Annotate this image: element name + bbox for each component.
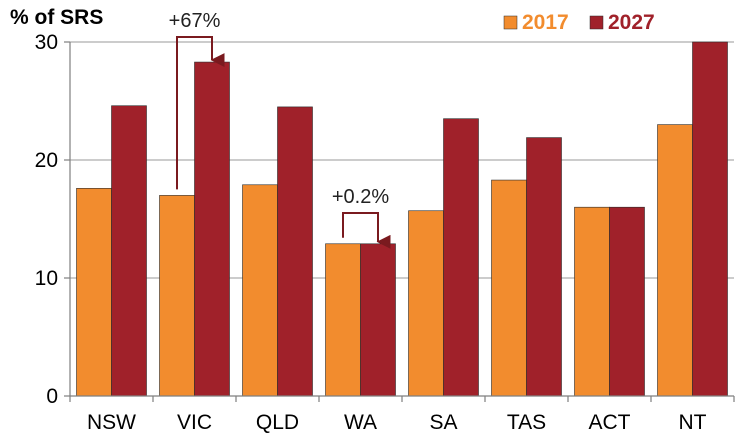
x-tick-labels: NSW VIC QLD WA SA TAS ACT NT (87, 411, 707, 434)
bar-act-2027 (609, 206, 645, 397)
bar-tas-2027 (526, 137, 562, 397)
annotation-arrow-vic (176, 36, 225, 190)
y-tick-label-0: 0 (46, 385, 58, 408)
bar-qld-2027 (277, 106, 313, 397)
legend-label-2027: 2027 (608, 11, 655, 34)
annotation-arrow-wa (342, 212, 391, 249)
bar-vic-2027 (194, 61, 230, 397)
legend-swatch-2027 (589, 15, 604, 30)
bar-nsw-2027 (111, 105, 147, 397)
x-tick-label-nt: NT (679, 411, 707, 434)
bar-nt-2027 (692, 41, 728, 397)
y-axis-label: % of SRS (10, 6, 103, 29)
bar-sa-2017 (408, 210, 444, 397)
axes (64, 41, 735, 402)
bars (76, 41, 728, 397)
legend-label-2017: 2017 (522, 11, 569, 34)
x-tick-label-sa: SA (429, 411, 457, 434)
y-tick-label-3: 30 (35, 31, 58, 54)
bar-nt-2017 (657, 124, 693, 397)
bar-wa-2027 (360, 243, 396, 397)
x-tick-label-vic: VIC (177, 411, 212, 434)
x-tick-label-act: ACT (589, 411, 631, 434)
y-tick-labels: 0 10 20 30 (35, 31, 58, 408)
legend: 2017 2027 (503, 11, 655, 34)
annotation-label-vic: +67% (169, 10, 221, 32)
bar-vic-2017 (159, 195, 195, 397)
bar-act-2017 (574, 206, 610, 397)
x-tick-label-qld: QLD (256, 411, 299, 434)
bar-nsw-2017 (76, 188, 112, 397)
bar-sa-2027 (443, 118, 479, 397)
annotations: +67% +0.2% (169, 10, 391, 249)
annotation-label-wa: +0.2% (332, 186, 389, 208)
x-tick-label-nsw: NSW (87, 411, 136, 434)
y-tick-label-1: 10 (35, 267, 58, 290)
bar-tas-2017 (491, 179, 527, 397)
bar-wa-2017 (325, 243, 361, 397)
x-tick-label-wa: WA (344, 411, 377, 434)
x-tick-label-tas: TAS (507, 411, 546, 434)
legend-swatch-2017 (503, 15, 518, 30)
bar-qld-2017 (242, 184, 278, 397)
y-tick-label-2: 20 (35, 149, 58, 172)
